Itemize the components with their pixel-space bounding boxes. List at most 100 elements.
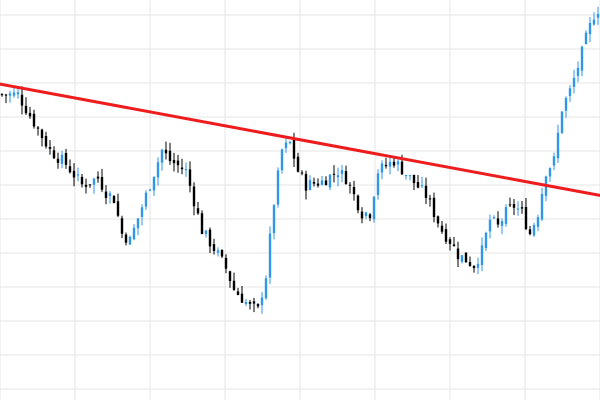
candle-body [228, 271, 232, 282]
candle [200, 210, 204, 235]
candle [72, 163, 76, 187]
candle-body [480, 245, 484, 266]
candle-body [216, 250, 220, 253]
candle-body [320, 180, 324, 185]
candle [324, 176, 328, 186]
candle-body [500, 221, 504, 226]
candle [488, 214, 492, 239]
candle-body [24, 105, 28, 114]
candle-body [560, 111, 564, 133]
candle-body [248, 301, 252, 304]
candle [264, 275, 268, 300]
candle [452, 236, 456, 247]
candle [236, 287, 240, 296]
candle [12, 87, 16, 98]
candle [248, 299, 252, 310]
candle-body [240, 293, 244, 303]
candle-body [28, 112, 32, 117]
candle-body [324, 180, 328, 186]
candle-body [336, 175, 340, 178]
candle [104, 185, 108, 205]
candle-body [88, 184, 92, 186]
candle [168, 142, 172, 165]
candle-body [476, 264, 480, 268]
candle [136, 218, 140, 236]
candle-body [568, 88, 572, 96]
candle-body [360, 211, 364, 219]
candle-body [412, 174, 416, 184]
candle [592, 12, 596, 26]
candle-body [192, 186, 196, 207]
candle-body [176, 160, 180, 166]
candle [568, 85, 572, 102]
candle-body [400, 161, 404, 175]
candle-body [384, 164, 388, 167]
candle [260, 292, 264, 314]
candle [32, 109, 36, 129]
candle [336, 167, 340, 187]
candle-body [52, 150, 56, 159]
candle-body [364, 212, 368, 217]
candle-body [148, 189, 152, 191]
candle [432, 192, 436, 223]
candle [380, 160, 384, 180]
candle-body [456, 248, 460, 260]
candle [352, 180, 356, 201]
candle [280, 148, 284, 174]
candle-body [488, 219, 492, 232]
candle-body [296, 156, 300, 172]
candle-body [312, 181, 316, 184]
candle [268, 226, 272, 285]
candle [388, 157, 392, 175]
candle-body [232, 280, 236, 290]
trendline [0, 82, 600, 197]
candle [520, 200, 524, 214]
candle [164, 141, 168, 160]
candle [596, 6, 600, 25]
candle-body [220, 250, 224, 257]
candle-body [16, 92, 20, 95]
candle-body [348, 184, 352, 186]
candle-body [20, 94, 24, 106]
candle-body [592, 19, 596, 25]
candle-body [340, 170, 344, 174]
candle-body [532, 225, 536, 236]
candle [140, 204, 144, 226]
candle-body [156, 162, 160, 178]
candle-body [524, 206, 528, 230]
candle-body [516, 208, 520, 210]
candle [40, 128, 44, 147]
candle [0, 93, 4, 97]
candle [340, 164, 344, 183]
candle-body [344, 171, 348, 185]
candle [152, 176, 156, 196]
candle-body [48, 147, 52, 149]
candle [524, 198, 528, 231]
candle-body [104, 191, 108, 198]
candle [180, 158, 184, 175]
candle-body [328, 174, 332, 188]
candle [328, 173, 332, 191]
candle [52, 146, 56, 160]
candle-body [200, 213, 204, 234]
candle [96, 171, 100, 183]
candle [228, 270, 232, 288]
candle-body [512, 204, 516, 208]
candle [560, 110, 564, 135]
candle-body [260, 297, 264, 306]
candle-body [584, 32, 588, 45]
candle [120, 215, 124, 239]
candle [348, 182, 352, 194]
candle-body [268, 233, 272, 278]
candle [44, 131, 48, 149]
candle [80, 173, 84, 188]
candle [532, 222, 536, 237]
candle [288, 141, 292, 145]
candle [124, 232, 128, 246]
candle-body [180, 167, 184, 170]
candle-body [172, 160, 176, 164]
candle [540, 187, 544, 221]
candle [484, 231, 488, 251]
candle [208, 227, 212, 254]
candle [504, 204, 508, 227]
